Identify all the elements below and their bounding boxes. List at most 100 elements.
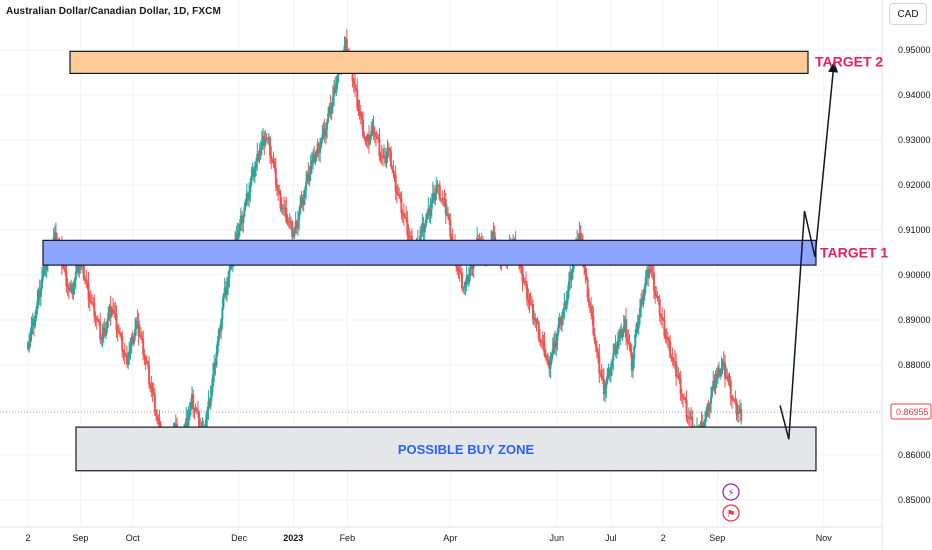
candle-body (444, 199, 447, 215)
event-icons[interactable]: ⚡⚑ (722, 483, 740, 522)
candle-body (100, 338, 103, 340)
candle-body (690, 416, 693, 418)
candle-body (597, 351, 600, 356)
candle-body (365, 140, 368, 141)
candle-body (635, 323, 638, 334)
candle-body (650, 270, 653, 273)
candle-body (116, 329, 119, 332)
candle-body (538, 338, 541, 341)
candle-body (256, 153, 259, 162)
candle-body (388, 149, 391, 152)
candle-body (92, 302, 95, 304)
event-icon-glyph: ⚑ (727, 509, 736, 520)
candle-body (151, 389, 154, 393)
candle-body (629, 347, 632, 353)
candle-body (441, 199, 444, 201)
candle-body (737, 411, 740, 413)
candle-body (736, 412, 739, 415)
candle-body (458, 270, 461, 273)
candle-body (295, 221, 298, 228)
candle-body (525, 282, 528, 285)
candle-body (336, 75, 339, 85)
x-tick-label: Jun (549, 533, 564, 543)
candle-body (327, 113, 330, 122)
candle-body (31, 319, 34, 327)
candle-body (730, 397, 733, 400)
candle-body (267, 137, 270, 139)
candle-body (548, 359, 551, 369)
candle-body (671, 358, 674, 361)
candle-body (740, 409, 743, 422)
candle-body (314, 156, 317, 163)
candle-body (282, 207, 285, 209)
candle-body (627, 340, 630, 343)
candle-body (238, 224, 241, 232)
candle-body (132, 336, 135, 344)
candle-body (661, 316, 664, 319)
candle-body (731, 399, 734, 401)
candle-body (707, 404, 710, 411)
candle-body (532, 304, 535, 320)
candle-body (356, 89, 359, 108)
candle-body (189, 402, 192, 410)
candle-body (645, 269, 648, 277)
candle-body (299, 204, 302, 214)
candle-body (359, 113, 362, 117)
candle-body (401, 212, 404, 215)
candle-body (216, 341, 219, 353)
time-axis[interactable]: 2 Sep Oct Dec 2023 Feb Apr Jun Jul 2 Sep Nov (25, 533, 832, 543)
candle-body (210, 386, 213, 397)
candle-body (108, 307, 111, 313)
candle-body (607, 368, 610, 376)
candle-body (130, 337, 133, 345)
buy-zone-label: POSSIBLE BUY ZONE (398, 442, 535, 457)
candle-body (43, 263, 46, 271)
event-icon-glyph: ⚡ (727, 488, 734, 499)
candle-body (236, 233, 239, 239)
candle-body (387, 147, 390, 150)
candle-body (656, 296, 659, 298)
buy_zone-zone (75, 426, 817, 472)
candle-body (223, 287, 226, 295)
price-axis[interactable]: 0.95000 0.94000 0.93000 0.92000 0.91000 0.900… (890, 45, 932, 505)
candle-body (533, 318, 536, 320)
x-tick-label: Sep (709, 533, 725, 543)
candle-body (638, 308, 641, 317)
candle-body (293, 228, 296, 236)
zones[interactable] (42, 50, 817, 472)
candle-body (555, 340, 558, 348)
candle-body (426, 213, 429, 220)
candle-body (129, 344, 132, 352)
event-icon-circle (722, 504, 740, 522)
candle-body (600, 375, 603, 378)
candle-body (121, 335, 124, 352)
candle-body (214, 362, 217, 366)
candle-body (218, 329, 221, 332)
candle-body (463, 287, 466, 289)
candle-body (122, 351, 125, 353)
candle-body (585, 273, 588, 279)
candle-body (263, 136, 266, 146)
candle-body (723, 362, 726, 378)
candle-body (462, 287, 465, 289)
projection-arrowhead (828, 61, 839, 73)
candle-body (376, 136, 378, 138)
candle-body (440, 199, 443, 201)
candle-body (619, 329, 622, 336)
candle-body (138, 334, 141, 336)
candle-body (595, 347, 598, 352)
candle-body (526, 284, 529, 300)
currency-button[interactable]: CAD (889, 3, 927, 25)
candle-body (466, 275, 469, 284)
candle-body (716, 368, 719, 375)
candle-body (61, 265, 64, 268)
candle-body (677, 375, 680, 378)
candle-body (369, 136, 372, 144)
flag-icon[interactable]: ⚑ (722, 504, 740, 522)
lightning-icon[interactable]: ⚡ (722, 483, 740, 501)
candle-body (42, 270, 45, 279)
x-tick-label: 2 (25, 533, 30, 543)
candle-body (738, 409, 741, 412)
x-tick-label: 2 (661, 533, 666, 543)
